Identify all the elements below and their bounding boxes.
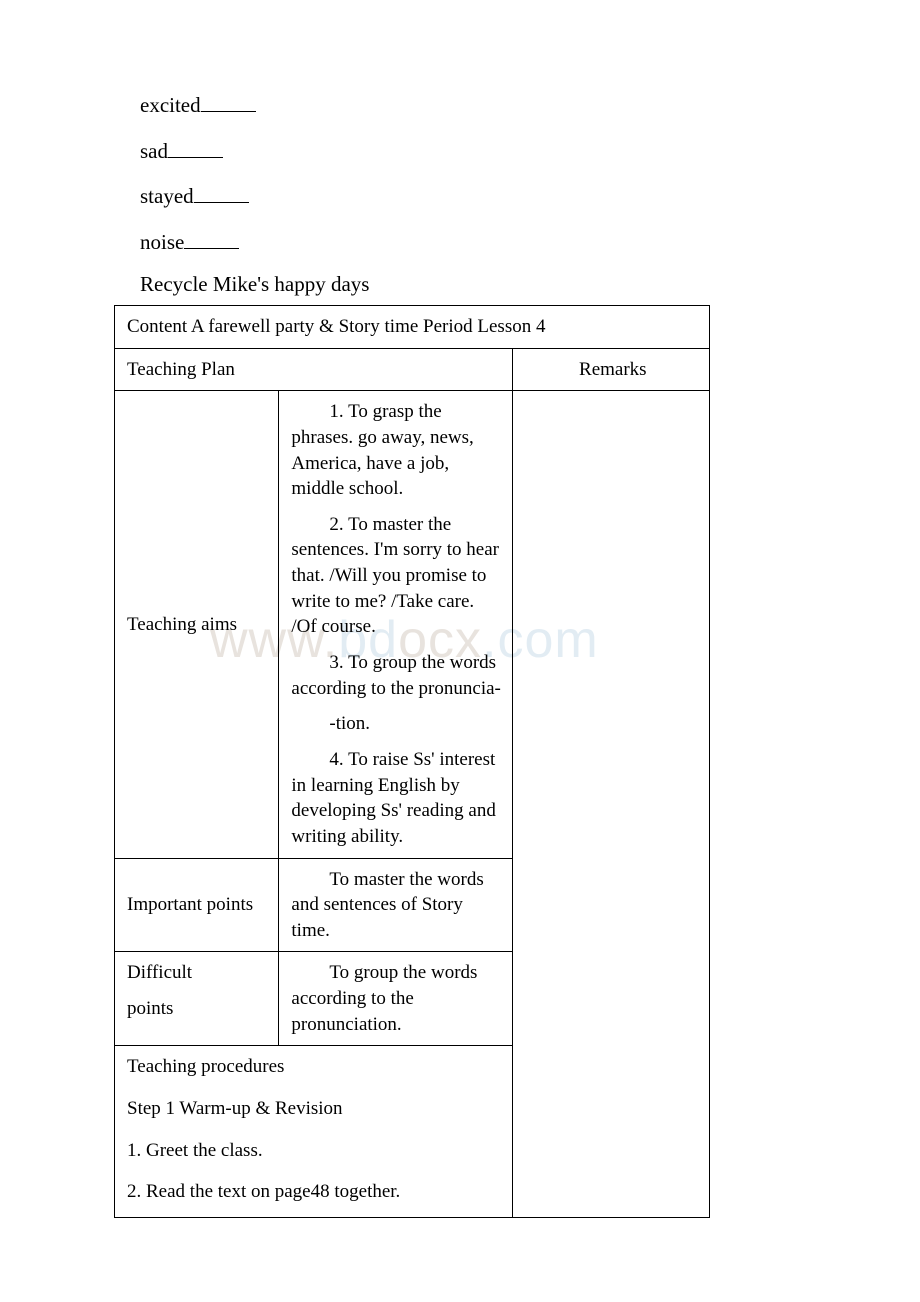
- difficult-points-content: To group the words according to the pron…: [279, 952, 512, 1046]
- procedures-line: 1. Greet the class.: [127, 1138, 504, 1164]
- section-title: Recycle Mike's happy days: [140, 272, 810, 297]
- fill-line: excited: [140, 90, 810, 122]
- aims-item: 1. To grasp the phrases. go away, news, …: [291, 399, 503, 502]
- difficult-text: To group the words according to the pron…: [291, 960, 503, 1037]
- aims-item: 4. To raise Ss' interest in learning Eng…: [291, 747, 503, 850]
- fill-word: sad: [140, 139, 168, 163]
- blank-line: [201, 90, 256, 112]
- fill-word: noise: [140, 230, 184, 254]
- important-points-content: To master the words and sentences of Sto…: [279, 858, 512, 952]
- teaching-aims-label: Teaching aims: [115, 391, 279, 858]
- difficult-label-2: points: [127, 996, 270, 1022]
- difficult-points-label: Difficult points: [115, 952, 279, 1046]
- remarks-cell: [512, 391, 709, 1218]
- aims-item: 3. To group the words according to the p…: [291, 650, 503, 701]
- important-text: To master the words and sentences of Sto…: [291, 867, 503, 944]
- procedures-line: Teaching procedures: [127, 1054, 504, 1080]
- teaching-plan-table: Content A farewell party & Story time Pe…: [114, 305, 710, 1218]
- fill-word: excited: [140, 93, 201, 117]
- important-points-label: Important points: [115, 858, 279, 952]
- aims-item: -tion.: [291, 711, 503, 737]
- teaching-plan-label: Teaching Plan: [115, 348, 513, 391]
- fill-line: stayed: [140, 181, 810, 213]
- difficult-label-1: Difficult: [127, 960, 270, 986]
- procedures-line: 2. Read the text on page48 together.: [127, 1179, 504, 1205]
- blank-line: [168, 136, 223, 158]
- procedures-line: Step 1 Warm-up & Revision: [127, 1096, 504, 1122]
- table-row: Content A farewell party & Story time Pe…: [115, 306, 710, 349]
- blank-line: [194, 181, 249, 203]
- fill-line: noise: [140, 227, 810, 259]
- teaching-aims-content: 1. To grasp the phrases. go away, news, …: [279, 391, 512, 858]
- fill-word: stayed: [140, 184, 194, 208]
- blank-line: [184, 227, 239, 249]
- aims-item: 2. To master the sentences. I'm sorry to…: [291, 512, 503, 640]
- teaching-procedures-cell: Teaching procedures Step 1 Warm-up & Rev…: [115, 1046, 513, 1218]
- fill-line: sad: [140, 136, 810, 168]
- table-row: Teaching aims 1. To grasp the phrases. g…: [115, 391, 710, 858]
- content-period-cell: Content A farewell party & Story time Pe…: [115, 306, 710, 349]
- remarks-label: Remarks: [512, 348, 709, 391]
- table-row: Teaching Plan Remarks: [115, 348, 710, 391]
